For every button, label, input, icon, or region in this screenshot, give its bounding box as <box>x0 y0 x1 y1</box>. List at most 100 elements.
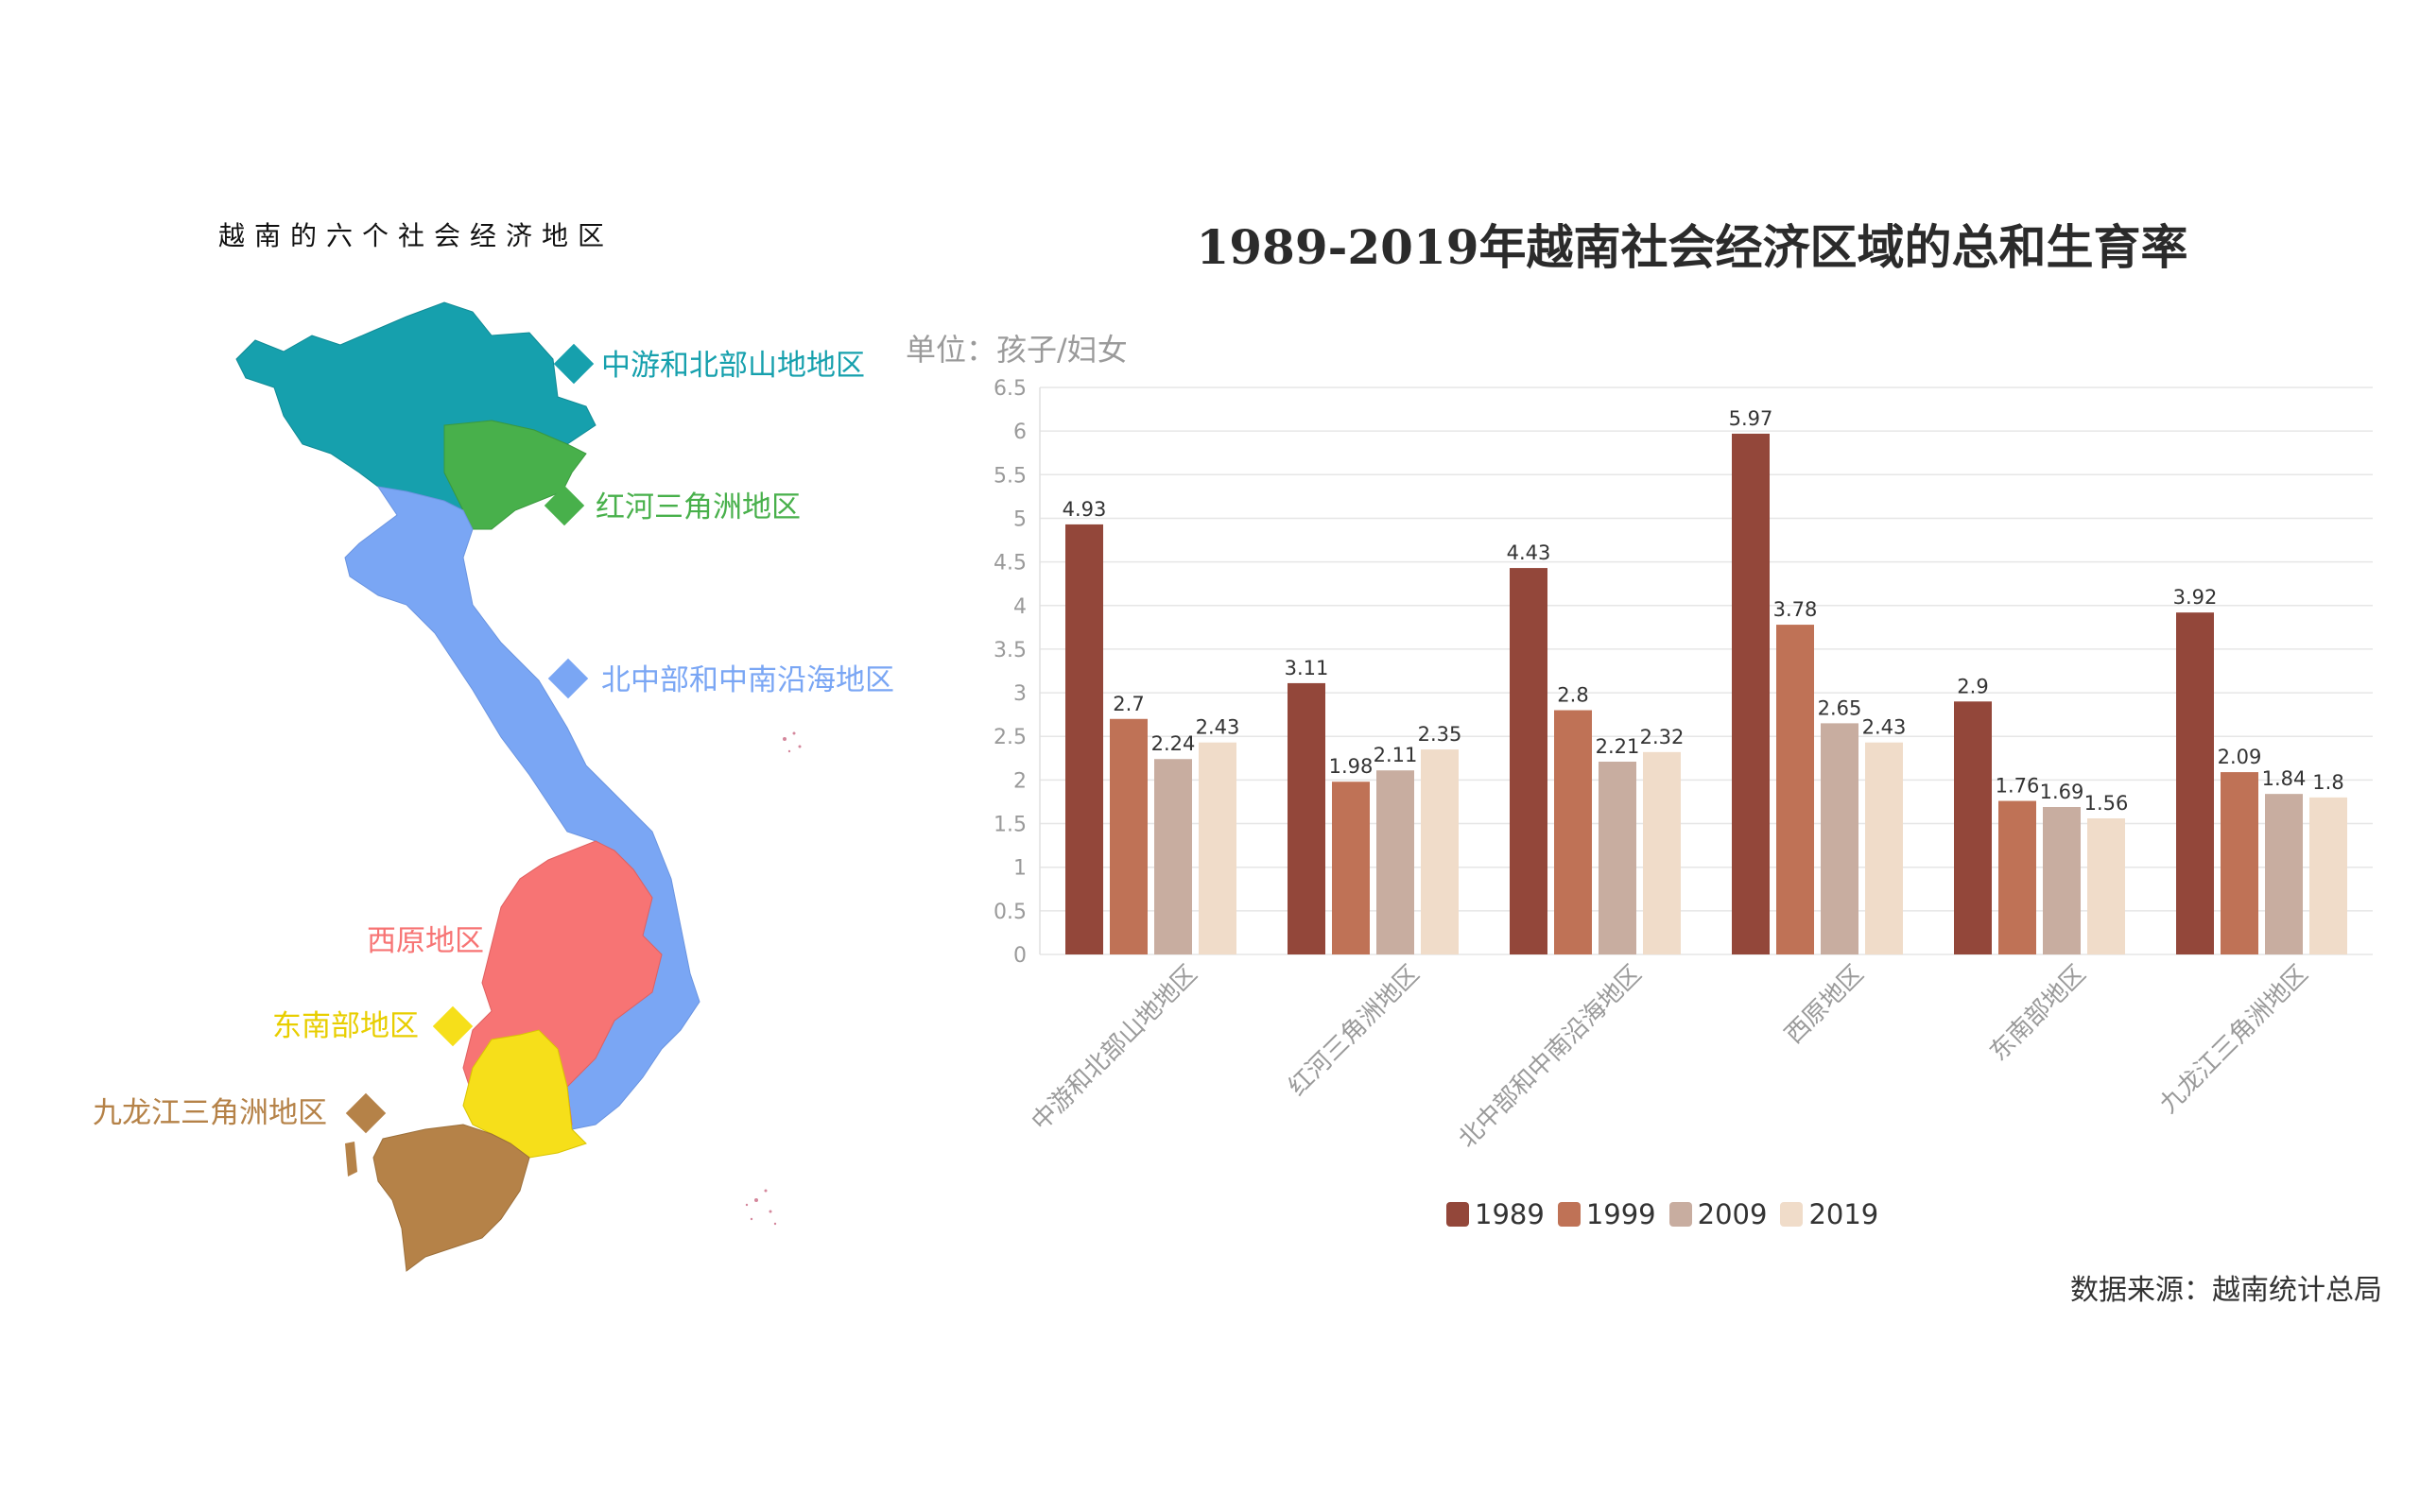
data-label: 3.92 <box>2173 586 2218 609</box>
data-label: 2.7 <box>1113 693 1144 715</box>
data-label: 4.43 <box>1507 541 1551 564</box>
bar <box>2176 612 2214 954</box>
bar <box>1154 759 1192 954</box>
x-tick-label: 西原地区 <box>1780 960 1870 1050</box>
y-tick-label: 3.5 <box>994 639 1027 662</box>
bar <box>2221 772 2258 954</box>
x-tick-label: 红河三角洲地区 <box>1284 960 1426 1102</box>
bar <box>1199 742 1236 954</box>
bar <box>1376 770 1414 954</box>
bar <box>2265 794 2303 954</box>
bar <box>1065 524 1103 954</box>
data-label: 2.43 <box>1196 716 1240 739</box>
bar <box>1643 751 1681 954</box>
x-tick-label: 中游和北部山地地区 <box>1027 960 1203 1137</box>
y-tick-label: 2.5 <box>994 726 1027 749</box>
data-label: 5.97 <box>1729 407 1773 430</box>
map-legend-southeast: 东南部地区 <box>272 1005 474 1047</box>
y-tick-label: 6 <box>1013 421 1027 444</box>
legend-item-2019: 2019 <box>1780 1198 1878 1230</box>
data-label: 3.78 <box>1773 598 1818 621</box>
bar <box>1865 742 1903 954</box>
y-tick-label: 5.5 <box>994 464 1027 488</box>
data-label: 1.84 <box>2262 767 2307 790</box>
data-label: 2.8 <box>1557 684 1588 707</box>
bar <box>1421 749 1459 954</box>
map-legend-mekong-delta: 九龙江三角洲地区 <box>93 1092 387 1134</box>
data-label: 3.11 <box>1285 657 1329 679</box>
x-tick-label: 九龙江三角洲地区 <box>2154 960 2313 1119</box>
svg-text:西原地区: 西原地区 <box>367 924 484 958</box>
bar <box>2043 807 2081 954</box>
data-label: 1.76 <box>1996 775 2040 798</box>
map-title: 越南的六个社会经济地区 <box>217 220 614 251</box>
bar <box>1776 625 1814 954</box>
legend-swatch-1989 <box>1446 1202 1469 1227</box>
x-tick-label: 东南部地区 <box>1984 960 2091 1067</box>
data-label: 2.65 <box>1818 696 1862 719</box>
svg-text:中游和北部山地地区: 中游和北部山地地区 <box>601 349 865 383</box>
svg-text:九龙江三角洲地区: 九龙江三角洲地区 <box>93 1096 327 1130</box>
island-dots <box>745 731 802 1226</box>
bar <box>1954 701 1992 954</box>
svg-text:东南部地区: 东南部地区 <box>272 1009 419 1043</box>
map-legend-northern-midlands: 中游和北部山地地区 <box>553 343 865 385</box>
y-tick-label: 2 <box>1013 769 1027 793</box>
bar <box>1599 762 1636 954</box>
y-tick-label: 0.5 <box>994 901 1027 924</box>
bar <box>1554 710 1592 954</box>
svg-text:北中部和中南沿海地区: 北中部和中南沿海地区 <box>601 663 894 697</box>
legend-item-1989: 1989 <box>1446 1198 1545 1230</box>
bar <box>1510 568 1547 954</box>
legend-swatch-2009 <box>1668 1202 1692 1227</box>
legend-swatch-1999 <box>1557 1202 1581 1227</box>
data-source: 数据来源：越南统计总局 <box>2070 1274 2382 1307</box>
data-label: 2.43 <box>1862 716 1907 739</box>
legend-label-2019: 2019 <box>1808 1198 1879 1230</box>
region-mekong-delta-shape <box>372 1124 530 1272</box>
data-label: 2.35 <box>1418 723 1462 746</box>
y-tick-label: 1.5 <box>994 814 1027 837</box>
bar <box>1288 682 1325 954</box>
bar <box>1998 800 2036 954</box>
legend-label-1999: 1999 <box>1585 1198 1656 1230</box>
y-tick-label: 3 <box>1013 682 1027 706</box>
legend-swatch-2019 <box>1780 1202 1804 1227</box>
bar <box>1332 782 1370 954</box>
region-southeast-shape <box>462 1029 587 1159</box>
data-label: 1.98 <box>1329 755 1374 778</box>
island-shape <box>345 1142 357 1177</box>
data-label: 1.56 <box>2084 792 2129 815</box>
data-label: 2.32 <box>1640 726 1685 748</box>
data-label: 1.69 <box>2040 781 2084 803</box>
y-tick-label: 5 <box>1013 507 1027 531</box>
unit-label: 单位：孩子/妇女 <box>906 332 1128 368</box>
bar <box>1110 718 1148 954</box>
chart-title: 1989-2019年越南社会经济区域的总和生育率 <box>1196 219 2188 275</box>
data-label: 2.21 <box>1596 735 1640 758</box>
vietnam-region-map: 中游和北部山地地区 红河三角洲地区 北中部和中南沿海地区 西原地区 东南部地区 … <box>93 301 894 1272</box>
legend-label-2009: 2009 <box>1697 1198 1768 1230</box>
legend-item-2009: 2009 <box>1668 1198 1768 1230</box>
data-label: 2.24 <box>1151 732 1196 755</box>
y-tick-label: 4.5 <box>994 552 1027 576</box>
bar <box>2087 818 2125 954</box>
x-tick-label: 北中部和中南沿海地区 <box>1453 960 1647 1154</box>
svg-text:红河三角洲地区: 红河三角洲地区 <box>596 490 801 524</box>
data-label: 2.09 <box>2218 746 2262 768</box>
bar <box>2309 797 2347 954</box>
y-tick-label: 6.5 <box>994 377 1027 401</box>
legend-item-1999: 1999 <box>1557 1198 1656 1230</box>
y-tick-label: 0 <box>1013 944 1027 968</box>
y-tick-label: 1 <box>1013 857 1027 881</box>
bar <box>1732 433 1770 954</box>
legend-label-1989: 1989 <box>1475 1198 1545 1230</box>
data-label: 2.9 <box>1957 675 1988 697</box>
bar <box>1821 723 1858 954</box>
data-label: 1.8 <box>2312 771 2343 794</box>
y-tick-label: 4 <box>1013 595 1027 619</box>
chart-legend: 1989 1999 2009 2019 <box>1446 1198 1878 1230</box>
data-label: 2.11 <box>1374 744 1418 766</box>
data-label: 4.93 <box>1063 498 1107 521</box>
